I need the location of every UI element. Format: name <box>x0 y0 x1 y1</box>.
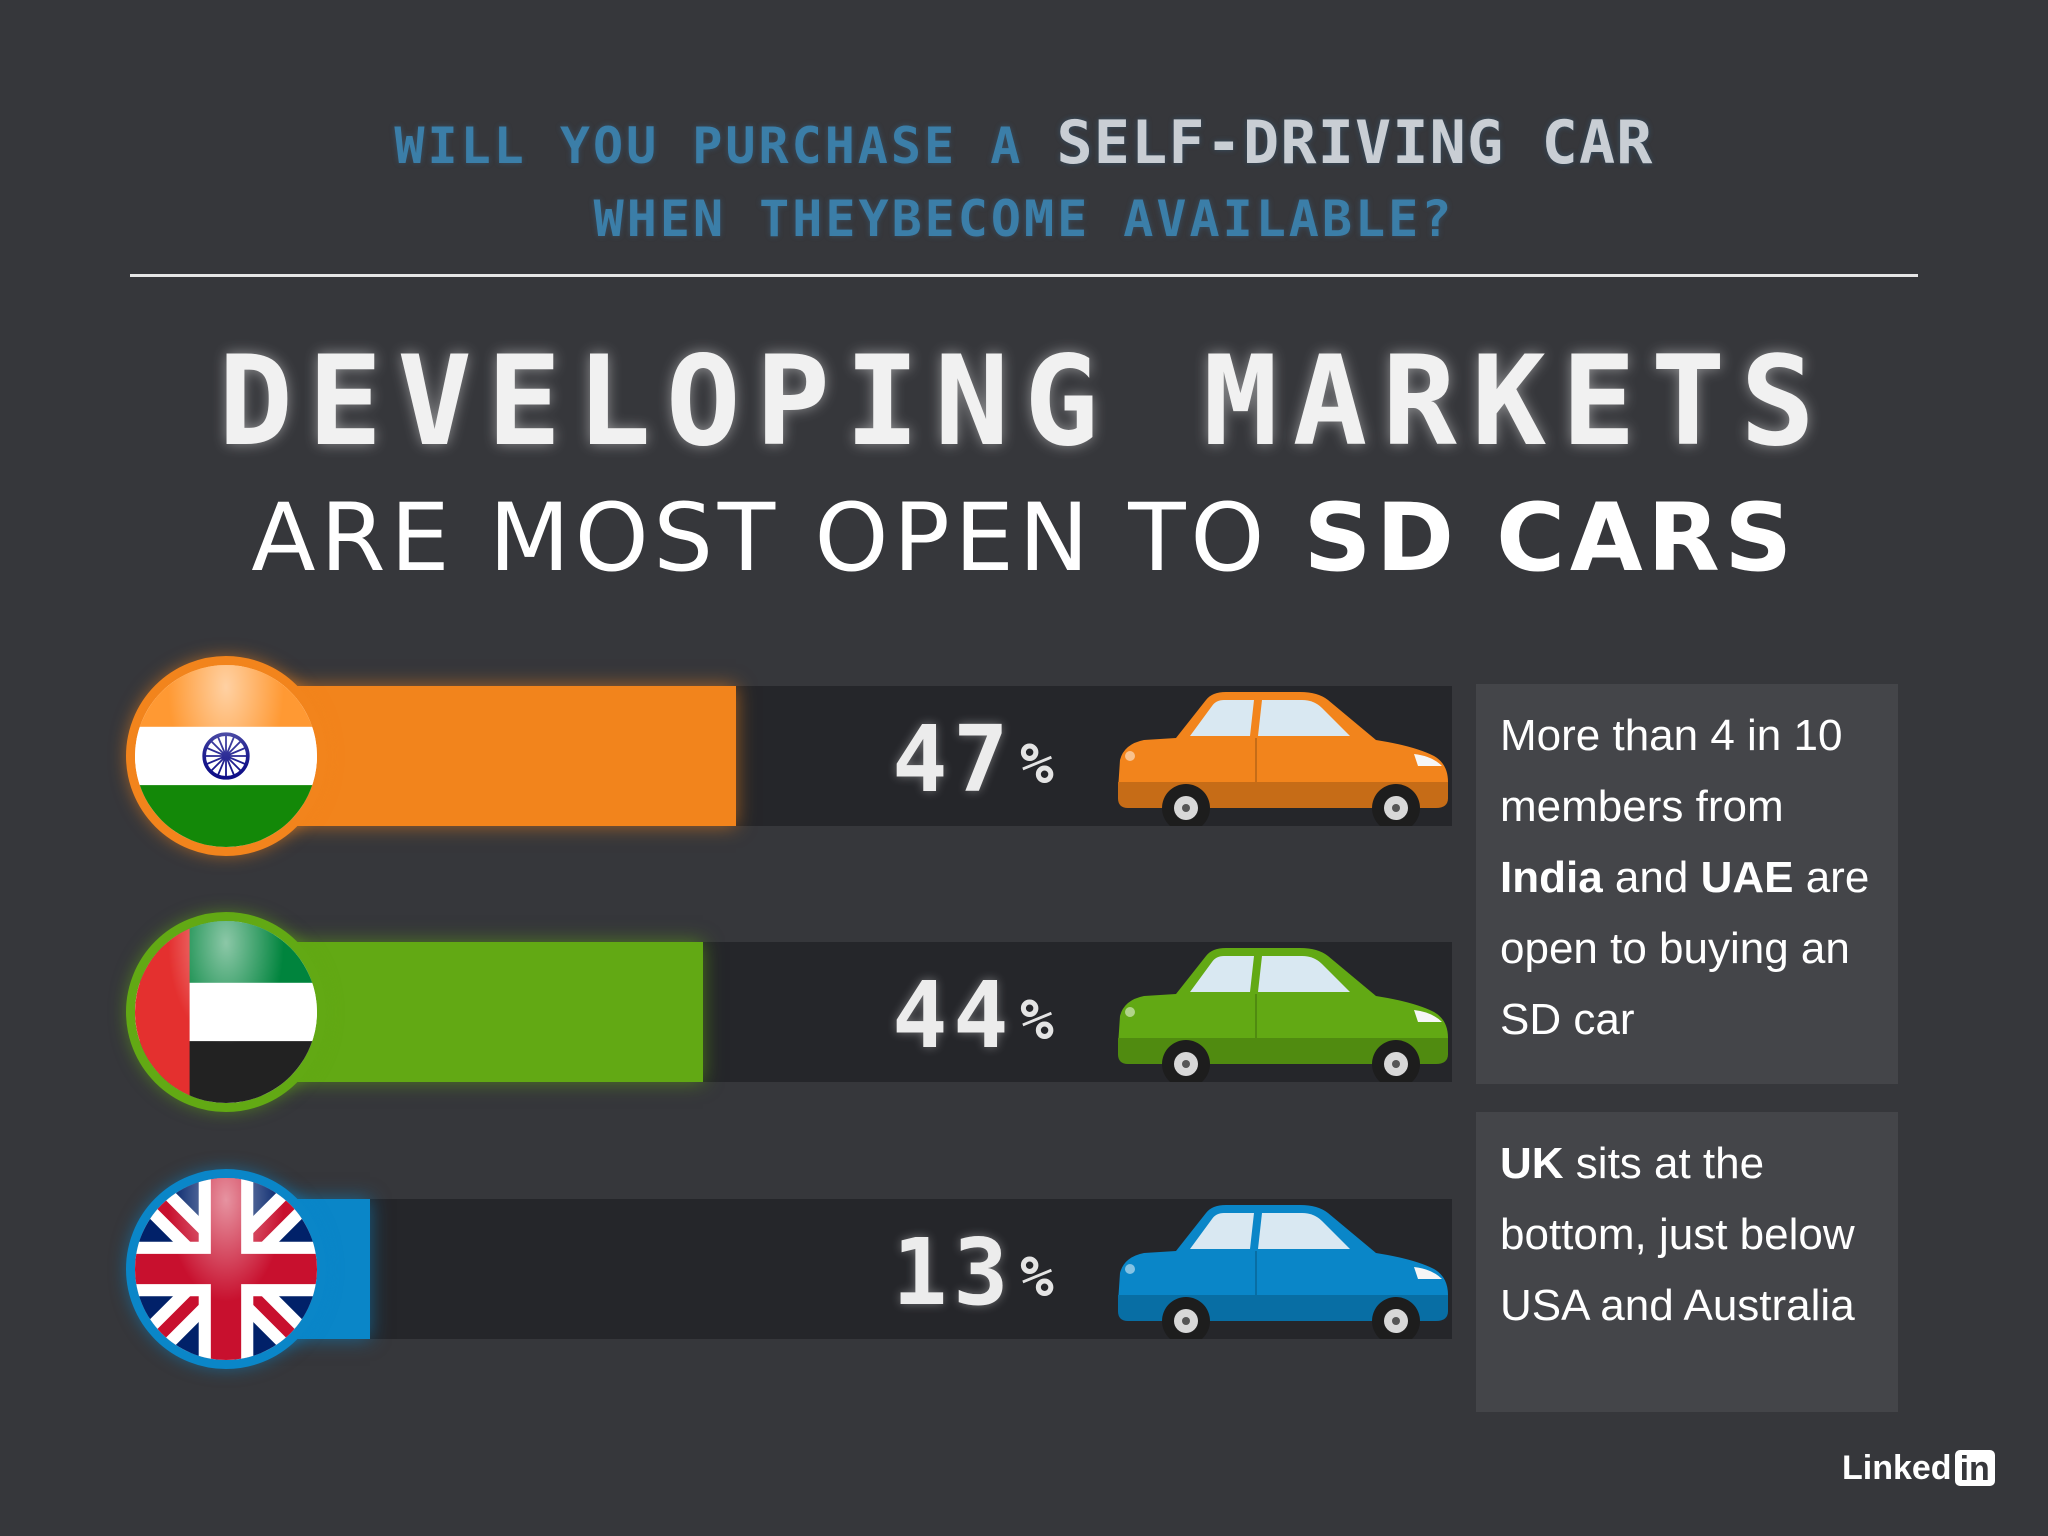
car-hub <box>1182 804 1190 812</box>
car-icon <box>1118 1205 1448 1339</box>
car-hub <box>1392 1060 1400 1068</box>
car-light <box>1125 1264 1135 1274</box>
flag-gloss <box>135 921 317 1103</box>
car-window <box>1258 956 1350 992</box>
car-light <box>1125 751 1135 761</box>
bar-row-uk: 13 % <box>0 1169 1460 1369</box>
car-window <box>1190 700 1254 736</box>
question-line-1: WILL YOU PURCHASE A SELF-DRIVING CAR <box>0 108 2048 178</box>
car-body <box>1118 948 1448 1062</box>
note-text: More than 4 in 10 members from <box>1500 711 1843 831</box>
note-india-uae: More than 4 in 10 members from India and… <box>1476 684 1898 1084</box>
car-body <box>1118 1205 1448 1319</box>
percent-sign: % <box>1020 988 1058 1053</box>
question-prefix: WILL YOU PURCHASE A <box>394 117 1024 175</box>
flag-gloss <box>135 1178 317 1360</box>
car-window <box>1258 700 1350 736</box>
uk-flag-icon <box>126 1169 326 1369</box>
value-label-uae: 44 <box>892 962 1014 1069</box>
note-text: sits at the bottom, just below USA and A… <box>1500 1139 1855 1330</box>
percent-sign: % <box>1020 732 1058 797</box>
linkedin-box: in <box>1954 1450 1995 1488</box>
headline-line-1: DEVELOPING MARKETS <box>218 330 1830 474</box>
car-icon <box>1118 692 1448 826</box>
question-line-2: WHEN THEYBECOME AVAILABLE? <box>593 190 1455 248</box>
linkedin-wordmark: Linked <box>1842 1448 1952 1487</box>
note-bold: UAE <box>1700 853 1794 902</box>
uae-flag-icon <box>126 912 326 1112</box>
car-hub <box>1392 1317 1400 1325</box>
note-bold: India <box>1500 853 1603 902</box>
car-headlight <box>1414 754 1442 766</box>
bar-row-uae: 44 % <box>0 912 1460 1112</box>
car-light <box>1125 1007 1135 1017</box>
car-hub <box>1392 804 1400 812</box>
car-window <box>1190 1213 1254 1249</box>
headline-line-2: ARE MOST OPEN TO SD CARS <box>0 484 2048 593</box>
car-window <box>1258 1213 1350 1249</box>
car-headlight <box>1414 1010 1442 1022</box>
car-hub <box>1182 1060 1190 1068</box>
note-text: are open to buying an SD car <box>1500 853 1870 1044</box>
car-body <box>1118 692 1448 806</box>
question-highlight: SELF-DRIVING CAR <box>1056 108 1654 178</box>
note-text: and <box>1602 853 1701 902</box>
value-label-india: 47 <box>892 706 1014 813</box>
car-headlight <box>1414 1267 1442 1279</box>
value-label-uk: 13 <box>892 1219 1014 1326</box>
india-flag-icon <box>126 656 326 856</box>
headline-bold: SD CARS <box>1303 484 1797 593</box>
percent-sign: % <box>1020 1245 1058 1310</box>
car-window <box>1190 956 1254 992</box>
car-icon <box>1118 948 1448 1082</box>
car-hub <box>1182 1317 1190 1325</box>
bar-row-india: 47 % <box>0 656 1460 856</box>
flag-gloss <box>135 665 317 847</box>
header-divider <box>130 274 1918 277</box>
note-uk: UK sits at the bottom, just below USA an… <box>1476 1112 1898 1412</box>
headline-prefix: ARE MOST OPEN TO <box>251 484 1270 593</box>
linkedin-logo: Linked in <box>1842 1448 1995 1488</box>
note-bold: UK <box>1500 1139 1564 1188</box>
